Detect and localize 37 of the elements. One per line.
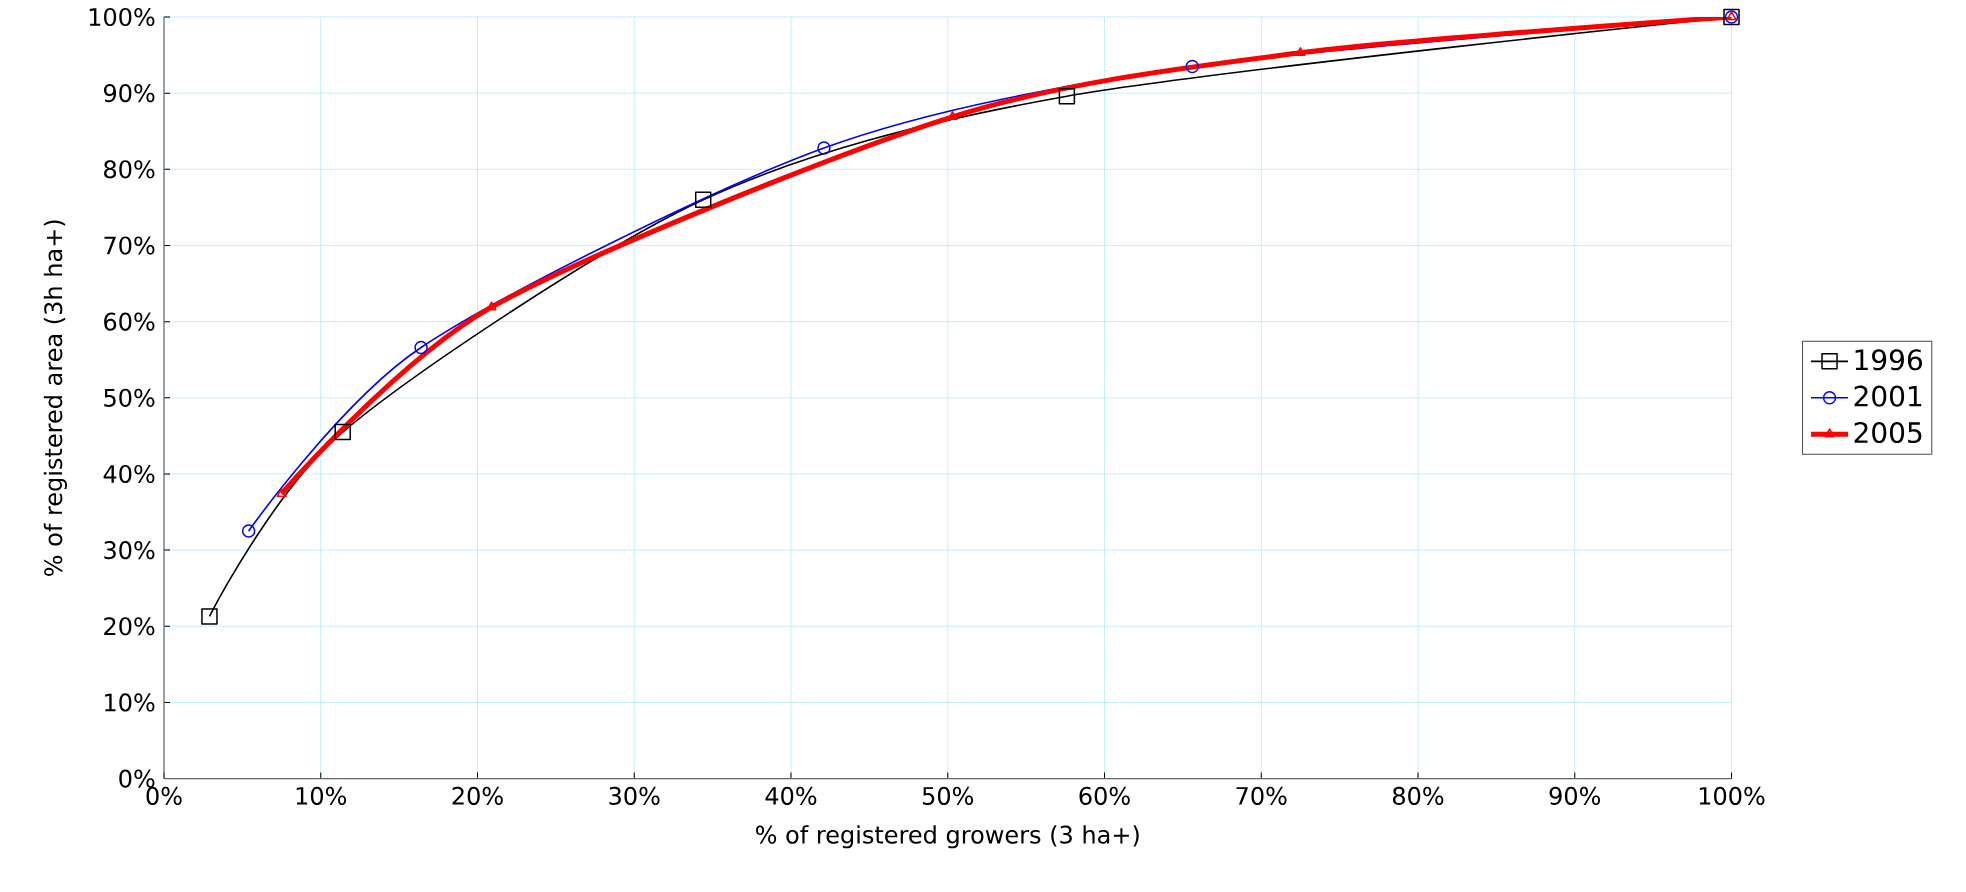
x-tick-label: 100% bbox=[1699, 786, 1765, 805]
x-tick-label: 70% bbox=[1236, 786, 1287, 805]
x-tick-label: 0% bbox=[146, 786, 182, 805]
y-tick-label: 10% bbox=[105, 693, 155, 712]
legend-label: 1996 bbox=[1855, 349, 1922, 371]
y-tick-label: 40% bbox=[103, 464, 155, 484]
y-tick-label: 100% bbox=[89, 7, 155, 27]
point bbox=[1295, 47, 1306, 57]
x-axis-title: % of registered growers (3 ha+) bbox=[755, 825, 1139, 849]
x-tick-label: 40% bbox=[765, 786, 817, 805]
y-tick-label: 70% bbox=[104, 236, 155, 255]
x-tick-label: 10% bbox=[296, 786, 347, 805]
legend-label: 2005 bbox=[1854, 421, 1922, 444]
y-tick-label: 90% bbox=[103, 84, 155, 103]
y-tick-label: 20% bbox=[104, 617, 155, 636]
x-tick-label: 80% bbox=[1392, 786, 1444, 805]
x-tick-label: 60% bbox=[1079, 786, 1130, 805]
point bbox=[1185, 59, 1200, 74]
y-tick-label: 80% bbox=[104, 160, 155, 179]
point bbox=[334, 423, 351, 441]
point bbox=[694, 191, 712, 209]
x-tick-label: 30% bbox=[609, 786, 660, 805]
point bbox=[201, 608, 218, 625]
point bbox=[414, 340, 428, 355]
x-tick-label: 90% bbox=[1549, 786, 1601, 805]
y-tick-label: 60% bbox=[104, 312, 155, 331]
x-tick-label: 50% bbox=[922, 786, 974, 805]
legend-label: 2001 bbox=[1854, 385, 1922, 407]
y-axis-title: % of registered area (3h ha+) bbox=[43, 220, 67, 576]
y-tick-label: 30% bbox=[104, 541, 155, 560]
point bbox=[817, 141, 831, 155]
y-tick-label: 50% bbox=[104, 388, 155, 407]
x-tick-label: 20% bbox=[452, 786, 503, 805]
point bbox=[1058, 87, 1076, 105]
point bbox=[276, 488, 287, 498]
y-tick-label: 0% bbox=[119, 769, 155, 788]
point bbox=[241, 524, 256, 538]
